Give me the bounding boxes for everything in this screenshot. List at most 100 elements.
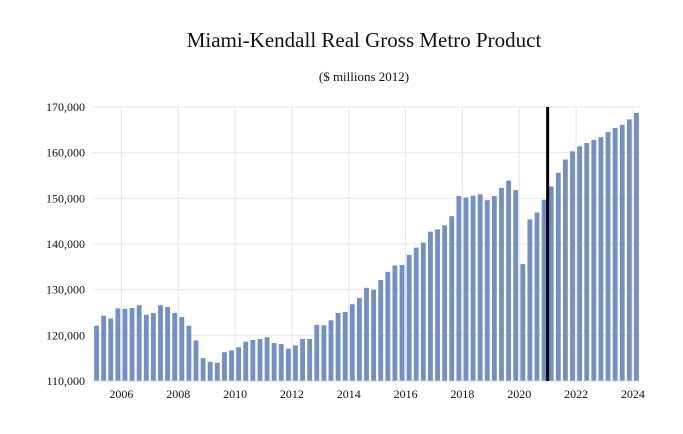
- bar: [562, 159, 568, 381]
- bar: [442, 225, 448, 381]
- bar: [499, 187, 504, 381]
- bar: [349, 304, 355, 381]
- bar: [143, 314, 149, 381]
- bar: [314, 324, 320, 381]
- bar: [193, 340, 199, 381]
- x-tick-label: 2014: [337, 387, 361, 401]
- bar: [229, 350, 234, 381]
- chart-title: Miami-Kendall Real Gross Metro Product: [187, 28, 542, 52]
- bar: [293, 345, 298, 381]
- x-tick-label: 2012: [280, 387, 304, 401]
- bar: [278, 344, 284, 381]
- bars: [94, 112, 639, 381]
- bar: [172, 312, 178, 381]
- bar: [342, 312, 348, 381]
- bar: [150, 312, 156, 381]
- bar: [570, 151, 575, 381]
- x-tick-label: 2022: [564, 387, 588, 401]
- bar: [527, 219, 533, 381]
- bar: [598, 137, 604, 381]
- bar: [207, 361, 213, 381]
- bar: [406, 254, 412, 381]
- bar: [285, 348, 291, 381]
- x-tick-label: 2006: [109, 387, 133, 401]
- bar: [435, 229, 440, 381]
- bar: [158, 305, 163, 381]
- bar: [449, 216, 455, 381]
- y-tick-label: 170,000: [46, 100, 85, 114]
- bar: [222, 352, 227, 381]
- bar: [477, 194, 483, 381]
- bar: [257, 338, 263, 381]
- bar: [236, 347, 242, 381]
- bar: [108, 318, 114, 381]
- bar: [364, 287, 369, 381]
- y-tick-label: 150,000: [46, 191, 85, 205]
- bar: [122, 308, 128, 381]
- axes: 110,000 120,000 130,000 140,000 150,000 160,0…: [46, 100, 645, 401]
- bar: [165, 307, 171, 381]
- bar: [378, 280, 384, 381]
- bar: [470, 195, 476, 381]
- bar: [307, 338, 313, 381]
- bar: [506, 180, 511, 381]
- bar: [356, 297, 362, 381]
- bar: [392, 265, 398, 381]
- bar: [335, 312, 341, 381]
- gridlines: [93, 106, 640, 382]
- bar: [179, 317, 185, 381]
- bar: [491, 196, 497, 381]
- bar: [101, 315, 107, 381]
- bar: [626, 119, 632, 381]
- bar: [200, 358, 206, 381]
- bar: [420, 242, 426, 381]
- bar: [271, 343, 277, 381]
- bar: [300, 338, 305, 381]
- bar: [321, 325, 327, 381]
- bar: [541, 199, 547, 381]
- y-tick-label: 110,000: [46, 374, 85, 388]
- bar: [534, 212, 540, 381]
- bar: [214, 362, 220, 381]
- bar: [555, 172, 561, 381]
- bar: [385, 271, 391, 381]
- x-tick-label: 2024: [621, 387, 645, 401]
- bar: [513, 190, 519, 381]
- bar: [399, 265, 405, 381]
- y-tick-label: 160,000: [46, 146, 85, 160]
- bar: [484, 200, 490, 381]
- bar: [186, 325, 192, 381]
- bar: [463, 197, 469, 381]
- bar: [591, 139, 597, 381]
- bar: [243, 341, 249, 381]
- bar: [264, 337, 270, 381]
- bar: [605, 132, 611, 381]
- bar: [612, 128, 618, 381]
- bar: [619, 124, 625, 381]
- bar: [136, 305, 142, 381]
- x-tick-label: 2018: [450, 387, 474, 401]
- bar: [250, 339, 256, 381]
- bar: [129, 307, 135, 381]
- bar: [577, 146, 583, 381]
- x-tick-label: 2010: [223, 387, 247, 401]
- chart-subtitle: ($ millions 2012): [319, 69, 409, 84]
- bar: [413, 247, 419, 381]
- bar: [94, 325, 99, 381]
- bar: [584, 143, 590, 381]
- x-tick-label: 2008: [166, 387, 190, 401]
- bar: [520, 264, 526, 381]
- bar: [328, 320, 334, 381]
- y-tick-label: 130,000: [46, 283, 85, 297]
- y-tick-label: 120,000: [46, 328, 85, 342]
- bar: [634, 112, 639, 381]
- bar: [428, 231, 433, 381]
- bar: [456, 196, 462, 381]
- x-tick-label: 2016: [394, 387, 418, 401]
- bar: [548, 186, 554, 381]
- y-tick-label: 140,000: [46, 237, 85, 251]
- bar: [371, 289, 377, 381]
- x-tick-label: 2020: [507, 387, 531, 401]
